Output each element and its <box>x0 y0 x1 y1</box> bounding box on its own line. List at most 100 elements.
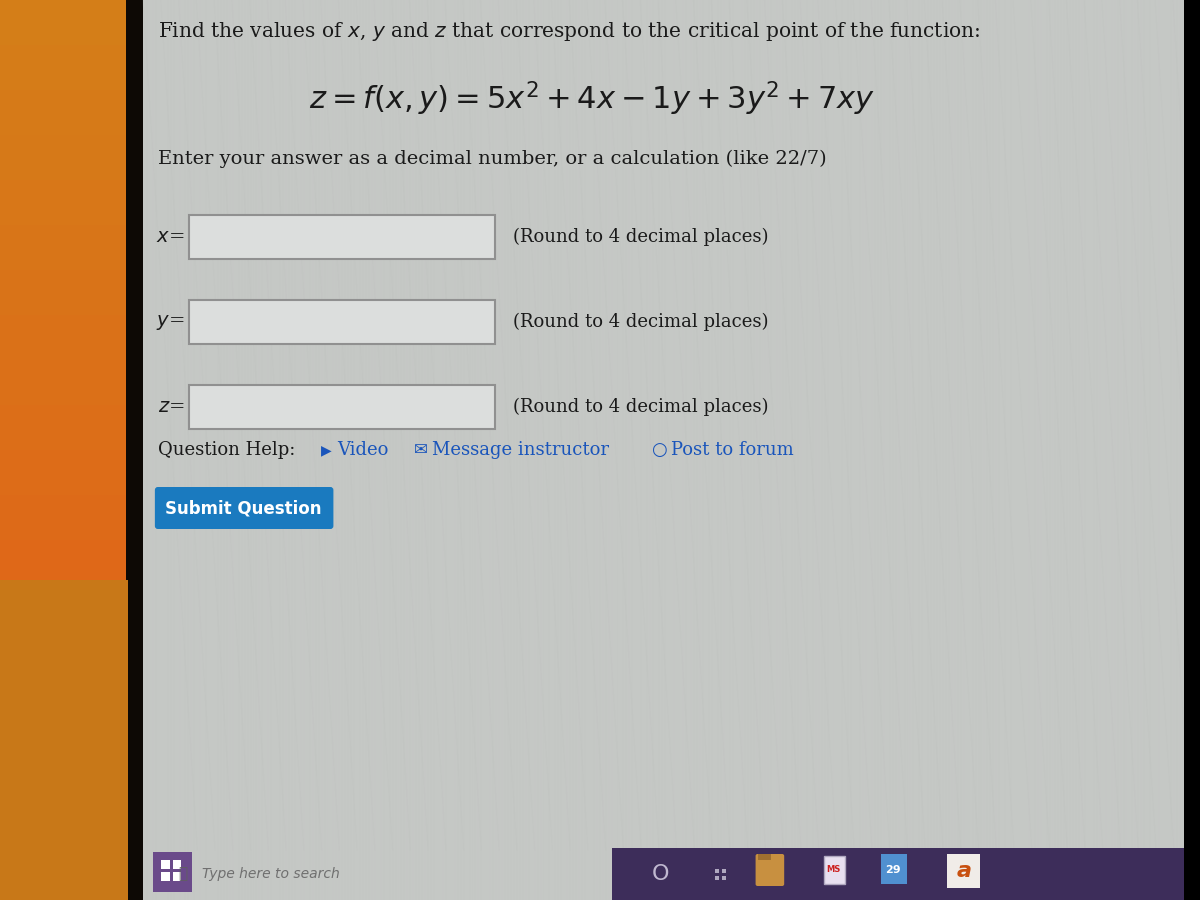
Bar <box>631 0 634 900</box>
Bar <box>0 810 143 855</box>
Bar <box>1061 0 1062 900</box>
Bar <box>401 0 402 900</box>
Bar <box>286 0 287 900</box>
Bar <box>1093 0 1094 900</box>
Bar <box>518 0 521 900</box>
Bar <box>478 0 479 900</box>
Text: $y$=: $y$= <box>156 312 185 331</box>
Bar <box>1069 0 1072 900</box>
Bar <box>1132 0 1133 900</box>
Bar <box>294 0 296 900</box>
FancyBboxPatch shape <box>823 856 845 884</box>
Bar <box>601 0 604 900</box>
Text: (Round to 4 decimal places): (Round to 4 decimal places) <box>512 313 768 331</box>
Bar <box>898 0 900 900</box>
Bar <box>480 0 482 900</box>
Bar <box>220 0 222 900</box>
Bar <box>764 0 767 900</box>
Bar <box>185 0 186 900</box>
Bar <box>512 0 515 900</box>
Bar <box>214 0 216 900</box>
Bar <box>193 0 196 900</box>
Bar <box>546 0 547 900</box>
Bar <box>1176 0 1177 900</box>
Bar <box>1022 0 1024 900</box>
Bar <box>522 0 523 900</box>
Bar <box>865 0 868 900</box>
Bar <box>712 0 713 900</box>
Bar <box>502 0 503 900</box>
Bar <box>906 0 908 900</box>
Bar <box>1105 0 1106 900</box>
Bar <box>940 0 941 900</box>
Bar <box>587 0 589 900</box>
Bar <box>335 0 337 900</box>
Bar <box>569 0 571 900</box>
Bar <box>427 0 430 900</box>
Bar <box>1028 0 1030 900</box>
Bar <box>250 0 252 900</box>
Bar <box>353 0 355 900</box>
Bar <box>817 0 820 900</box>
Bar <box>1057 0 1060 900</box>
Bar <box>256 0 258 900</box>
Text: ○: ○ <box>652 441 667 459</box>
Bar <box>643 0 646 900</box>
Bar <box>1158 0 1160 900</box>
Bar <box>232 0 234 900</box>
Bar <box>0 90 143 135</box>
Bar <box>445 0 446 900</box>
Bar <box>762 0 763 900</box>
Bar <box>812 0 814 900</box>
Text: Find the values of $x$, $y$ and $z$ that correspond to the critical point of the: Find the values of $x$, $y$ and $z$ that… <box>158 20 980 43</box>
Bar <box>563 0 565 900</box>
Bar <box>0 135 143 180</box>
Text: ⌕: ⌕ <box>178 867 187 881</box>
Bar <box>530 0 533 900</box>
Bar <box>611 0 612 900</box>
Bar <box>161 860 169 869</box>
Bar <box>374 0 376 900</box>
Bar <box>1033 0 1036 900</box>
Bar <box>667 0 668 900</box>
Bar <box>474 0 476 900</box>
Bar <box>773 0 775 900</box>
Bar <box>320 0 323 900</box>
Bar <box>1049 0 1050 900</box>
Bar <box>1156 0 1157 900</box>
Bar <box>175 0 178 900</box>
Bar <box>190 215 496 259</box>
FancyBboxPatch shape <box>155 487 334 529</box>
Bar <box>161 0 163 900</box>
Bar <box>252 0 254 900</box>
Bar <box>992 0 995 900</box>
Bar <box>954 0 956 900</box>
Bar <box>368 0 370 900</box>
Bar <box>629 0 630 900</box>
Bar <box>845 0 846 900</box>
Bar <box>694 0 696 900</box>
Bar <box>1172 0 1175 900</box>
FancyBboxPatch shape <box>756 854 784 886</box>
Bar <box>326 0 329 900</box>
Bar <box>950 0 953 900</box>
Bar <box>1013 0 1015 900</box>
Bar <box>1039 0 1042 900</box>
Bar <box>637 0 640 900</box>
Bar <box>776 0 779 900</box>
Bar <box>280 0 281 900</box>
Bar <box>575 0 577 900</box>
Bar <box>758 0 761 900</box>
Bar <box>690 0 692 900</box>
Bar <box>282 0 284 900</box>
Bar <box>635 0 636 900</box>
Bar <box>1134 0 1136 900</box>
Bar <box>344 0 347 900</box>
Bar <box>356 0 358 900</box>
Bar <box>268 0 269 900</box>
Bar <box>173 860 181 869</box>
Bar <box>548 0 551 900</box>
Bar <box>379 0 382 900</box>
Bar <box>1128 0 1130 900</box>
Bar <box>1140 0 1142 900</box>
